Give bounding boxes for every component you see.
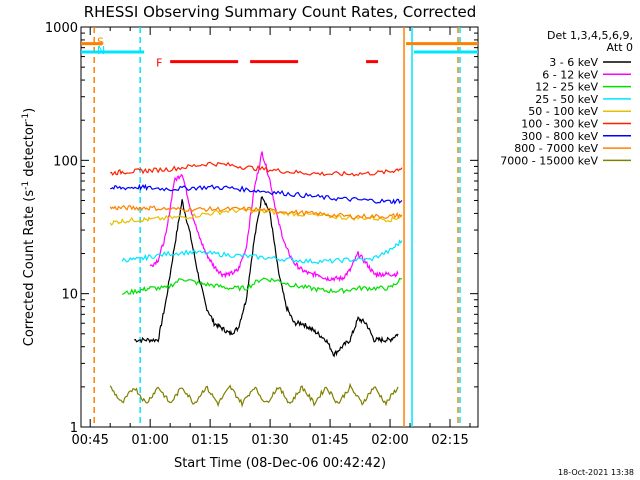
legend-label: 50 - 100 keV <box>528 105 598 118</box>
y-axis-label: Corrected Count Rate (s-1 detector-1) <box>21 108 37 346</box>
x-tick-label: 01:30 <box>251 433 288 448</box>
y-tick-label: 10 <box>61 288 78 303</box>
x-tick-label: 02:15 <box>431 433 468 448</box>
series-lines <box>109 151 403 408</box>
x-tick-label: 01:00 <box>131 433 168 448</box>
y-axis-ticks: 1 10 100 1000 <box>45 21 478 436</box>
chart-title: RHESSI Observing Summary Count Rates, Co… <box>84 3 477 21</box>
legend-label: 7000 - 15000 keV <box>500 154 598 167</box>
plot-frame <box>80 26 479 428</box>
y-axis-label-sup1: -1 <box>21 181 31 190</box>
legend-header-1: Det 1,3,4,5,6,9, <box>547 29 633 42</box>
legend-header-2: Att 0 <box>607 41 633 54</box>
x-axis-ticks: 00:45 01:00 01:15 01:30 01:45 02:00 02:15 <box>71 27 471 448</box>
legend-label: 25 - 50 keV <box>535 93 598 106</box>
y-tick-label: 100 <box>53 154 78 169</box>
status-flags: SN F <box>81 36 478 70</box>
series-line <box>109 382 399 408</box>
flare-label: F <box>156 57 162 70</box>
x-axis-label: Start Time (08-Dec-06 00:42:42) <box>174 456 386 471</box>
series-line <box>110 183 403 205</box>
series-line <box>110 161 403 177</box>
series-line <box>109 204 403 220</box>
legend-label: 300 - 800 keV <box>521 130 598 143</box>
y-axis-label-end: ) <box>22 108 37 113</box>
y-axis-label-sup2: -1 <box>21 113 31 122</box>
y-tick-label: 1000 <box>45 21 78 36</box>
series-line <box>121 239 403 265</box>
plot-area: SN F 1 10 100 1000 00:45 01:00 01:15 01:30 01:45… <box>45 21 479 448</box>
flag-label: N <box>97 44 105 57</box>
series-line <box>109 207 403 226</box>
timestamp: 18-Oct-2021 13:38 <box>558 468 634 477</box>
y-axis-label-main: Corrected Count Rate (s <box>22 190 37 347</box>
x-tick-label: 02:00 <box>371 433 408 448</box>
y-tick-label: 1 <box>70 421 78 436</box>
legend-label: 800 - 7000 keV <box>514 142 598 155</box>
legend-label: 6 - 12 keV <box>542 68 598 81</box>
y-axis-label-mid: detector <box>22 121 37 181</box>
series-line <box>122 277 403 296</box>
legend-label: 3 - 6 keV <box>549 56 598 69</box>
series-line <box>134 195 399 358</box>
x-tick-label: 01:15 <box>191 433 228 448</box>
legend-label: 100 - 300 keV <box>521 118 598 131</box>
x-tick-label: 00:45 <box>71 433 108 448</box>
legend-label: 12 - 25 keV <box>535 81 598 94</box>
series-line <box>149 151 399 283</box>
x-tick-label: 01:45 <box>311 433 348 448</box>
status-vlines <box>93 27 461 427</box>
flag-label: S <box>97 36 104 49</box>
